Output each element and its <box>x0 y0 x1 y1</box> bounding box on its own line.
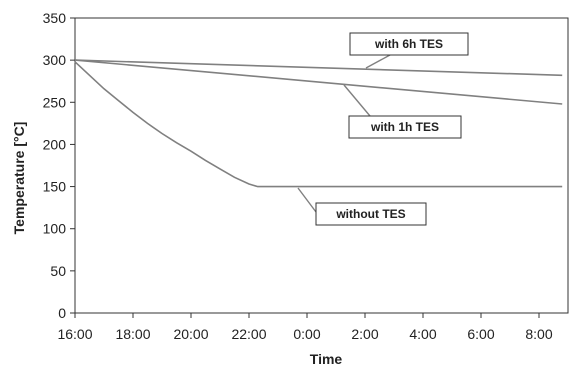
callout-leader-line <box>343 84 371 117</box>
y-tick-label: 350 <box>43 10 67 26</box>
callout-label: without TES <box>335 207 405 221</box>
y-tick-label: 100 <box>43 221 67 237</box>
x-axis-ticks: 16:00 18:00 20:00 22:00 0:00 2:00 4:00 6:00 8:00 <box>57 313 553 342</box>
y-tick-label: 50 <box>50 263 66 279</box>
callout-with-1h-tes: with 1h TES <box>343 84 462 139</box>
x-tick-label: 20:00 <box>173 326 208 342</box>
callout-leader-line <box>297 187 317 213</box>
y-tick-label: 300 <box>43 52 67 68</box>
y-tick-label: 250 <box>43 94 67 110</box>
callout-box <box>349 32 469 56</box>
x-tick-label: 0:00 <box>293 326 320 342</box>
y-tick-label: 0 <box>58 305 66 321</box>
plot-area-border <box>74 17 569 314</box>
callout-box <box>348 115 462 139</box>
plot-frame <box>74 17 569 314</box>
y-tick-label: 150 <box>43 179 67 195</box>
x-tick-label: 6:00 <box>467 326 494 342</box>
x-tick-label: 16:00 <box>57 326 92 342</box>
callout-label: with 1h TES <box>370 120 439 134</box>
x-tick-label: 22:00 <box>231 326 266 342</box>
series-line-with-6h-tes <box>74 59 563 77</box>
callout-label: with 6h TES <box>374 37 443 51</box>
callout-leader-line <box>365 54 391 69</box>
x-tick-label: 4:00 <box>409 326 436 342</box>
y-axis-ticks: 0 50 100 150 200 250 300 350 <box>43 10 75 321</box>
series-line-with-1h-tes <box>74 59 563 105</box>
series-line-without-tes <box>74 61 563 188</box>
callout-layer: with 6h TES with 1h TES without TES <box>297 32 469 226</box>
x-tick-label: 2:00 <box>351 326 378 342</box>
y-axis-title: Temperature [°C] <box>11 122 27 235</box>
y-tick-label: 200 <box>43 136 67 152</box>
x-tick-label: 8:00 <box>525 326 552 342</box>
callout-with-6h-tes: with 6h TES <box>349 32 469 69</box>
x-axis-title: Time <box>310 351 343 367</box>
callout-box <box>315 202 427 226</box>
x-tick-label: 18:00 <box>115 326 150 342</box>
callout-without-tes: without TES <box>297 187 427 226</box>
series-layer <box>74 59 563 188</box>
